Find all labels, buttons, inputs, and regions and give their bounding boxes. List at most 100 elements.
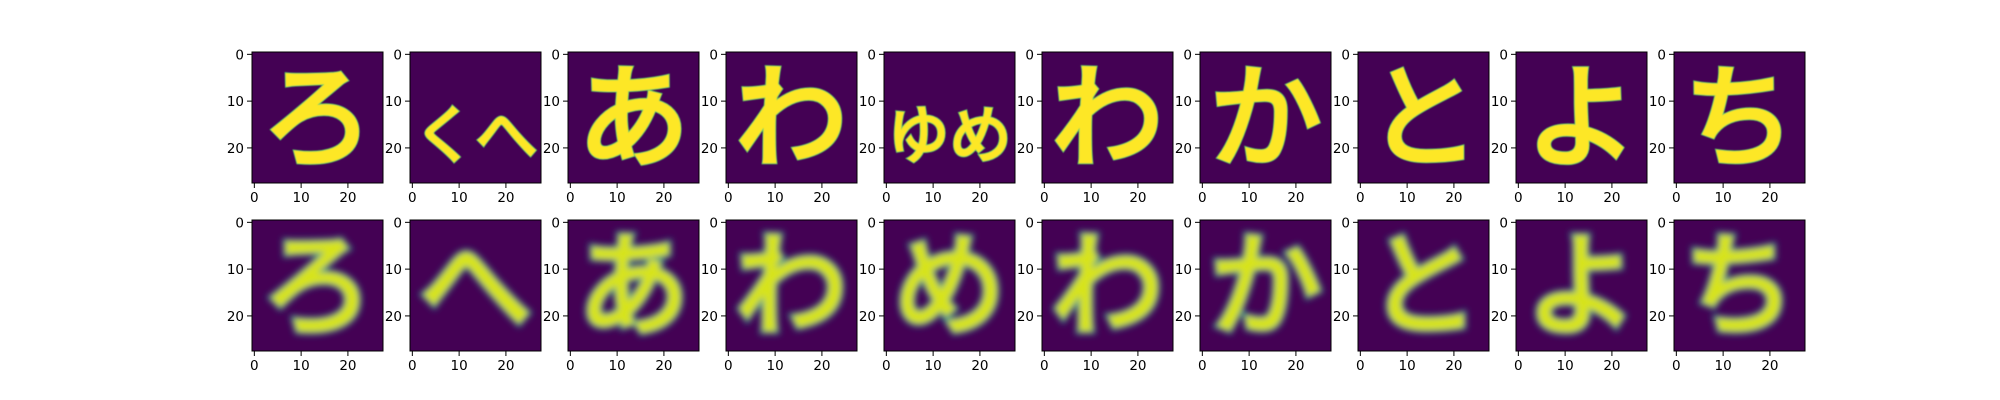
x-tick-label: 20 <box>497 358 514 374</box>
x-tick-label: 10 <box>451 190 468 206</box>
y-tick-label: 10 <box>1017 262 1034 278</box>
image-background <box>1516 220 1647 351</box>
x-tick-label: 10 <box>1557 190 1574 206</box>
image-glyph: め <box>894 222 1006 352</box>
x-tick-label: 20 <box>1445 190 1462 206</box>
x-tick-label: 0 <box>724 190 733 206</box>
image-background <box>726 52 857 183</box>
image-glyph: あ <box>578 54 690 184</box>
panel-r0-c1: くへ 0 10 20 0 10 20 <box>385 47 542 206</box>
y-tick-label: 10 <box>385 262 402 278</box>
image-background <box>568 220 699 351</box>
y-tick-label: 10 <box>543 262 560 278</box>
y-tick-label: 20 <box>1649 309 1666 325</box>
image-background <box>1042 52 1173 183</box>
y-tick-label: 20 <box>1333 309 1350 325</box>
image-glyph: ろ <box>262 222 374 352</box>
axes-frame <box>725 51 858 184</box>
axes-frame <box>409 219 542 352</box>
x-tick-label: 20 <box>1129 190 1146 206</box>
x-tick-label: 0 <box>566 190 575 206</box>
x-tick-label: 10 <box>1083 358 1100 374</box>
image-background <box>1516 52 1647 183</box>
x-tick-label: 10 <box>1557 358 1574 374</box>
image-background <box>410 220 541 351</box>
x-tick-label: 20 <box>1287 190 1304 206</box>
x-tick-label: 10 <box>609 190 626 206</box>
image-background <box>1358 220 1489 351</box>
axes-frame <box>725 219 858 352</box>
y-tick-label: 20 <box>385 141 402 157</box>
y-tick-label: 10 <box>859 94 876 110</box>
image-glyph: よ <box>1526 222 1638 352</box>
x-tick-label: 20 <box>1761 190 1778 206</box>
axes-frame <box>1515 51 1648 184</box>
y-tick-label: 10 <box>701 262 718 278</box>
x-tick-label: 0 <box>882 190 891 206</box>
image-glyph: と <box>1368 222 1480 352</box>
y-tick-label: 0 <box>1341 215 1350 231</box>
y-tick-label: 0 <box>709 215 718 231</box>
y-tick-label: 0 <box>709 47 718 63</box>
axes-frame <box>409 51 542 184</box>
x-tick-label: 0 <box>1672 358 1681 374</box>
x-tick-label: 10 <box>293 190 310 206</box>
image-glyph: わ <box>1052 222 1164 352</box>
x-tick-label: 10 <box>767 190 784 206</box>
y-tick-label: 0 <box>1183 215 1192 231</box>
y-tick-label: 10 <box>1649 94 1666 110</box>
axes-frame <box>567 219 700 352</box>
x-tick-label: 0 <box>724 358 733 374</box>
image-background <box>1358 52 1489 183</box>
y-tick-label: 0 <box>1025 215 1034 231</box>
x-tick-label: 0 <box>1198 190 1207 206</box>
y-tick-label: 20 <box>701 141 718 157</box>
image-glyph: ち <box>1684 222 1796 352</box>
x-tick-label: 0 <box>882 358 891 374</box>
axes-frame <box>1199 51 1332 184</box>
image-background <box>884 52 1015 183</box>
image-glyph: あ <box>578 222 690 352</box>
y-tick-label: 0 <box>551 215 560 231</box>
image-glyph: へ <box>420 222 532 352</box>
image-background <box>884 220 1015 351</box>
axes-frame <box>1041 219 1174 352</box>
x-tick-label: 0 <box>408 190 417 206</box>
y-tick-label: 20 <box>227 141 244 157</box>
axes-frame <box>251 219 384 352</box>
x-tick-label: 20 <box>1603 358 1620 374</box>
y-tick-label: 20 <box>385 309 402 325</box>
y-tick-label: 0 <box>1183 47 1192 63</box>
x-tick-label: 20 <box>1129 358 1146 374</box>
y-tick-label: 0 <box>867 215 876 231</box>
y-tick-label: 20 <box>701 309 718 325</box>
x-tick-label: 10 <box>925 358 942 374</box>
y-tick-label: 10 <box>1491 262 1508 278</box>
x-tick-label: 20 <box>655 190 672 206</box>
y-tick-label: 10 <box>385 94 402 110</box>
x-tick-label: 10 <box>1241 190 1258 206</box>
y-tick-label: 10 <box>859 262 876 278</box>
y-tick-label: 0 <box>1025 47 1034 63</box>
image-glyph: ゆめ <box>887 99 1011 172</box>
axes-frame <box>1673 219 1806 352</box>
axes-frame <box>1515 219 1648 352</box>
image-glyph: か <box>1210 54 1322 184</box>
x-tick-label: 10 <box>1715 190 1732 206</box>
x-tick-label: 0 <box>1198 358 1207 374</box>
y-tick-label: 20 <box>543 309 560 325</box>
image-background <box>252 220 383 351</box>
y-tick-label: 10 <box>1333 262 1350 278</box>
y-tick-label: 0 <box>867 47 876 63</box>
y-tick-label: 20 <box>227 309 244 325</box>
x-tick-label: 0 <box>408 358 417 374</box>
x-tick-label: 20 <box>971 190 988 206</box>
y-tick-label: 20 <box>543 141 560 157</box>
x-tick-label: 10 <box>767 358 784 374</box>
